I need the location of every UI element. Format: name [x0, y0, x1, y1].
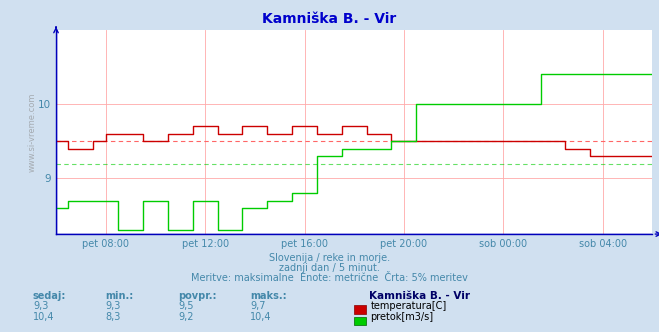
- Text: sedaj:: sedaj:: [33, 291, 67, 301]
- Text: Slovenija / reke in morje.: Slovenija / reke in morje.: [269, 253, 390, 263]
- Text: pretok[m3/s]: pretok[m3/s]: [370, 312, 434, 322]
- Text: min.:: min.:: [105, 291, 134, 301]
- Text: 8,3: 8,3: [105, 312, 121, 322]
- Text: 9,2: 9,2: [178, 312, 194, 322]
- Text: povpr.:: povpr.:: [178, 291, 216, 301]
- Text: Kamniška B. - Vir: Kamniška B. - Vir: [262, 12, 397, 26]
- Text: zadnji dan / 5 minut.: zadnji dan / 5 minut.: [279, 263, 380, 273]
- Text: 9,7: 9,7: [250, 301, 266, 311]
- Text: temperatura[C]: temperatura[C]: [370, 301, 447, 311]
- Text: Kamniška B. - Vir: Kamniška B. - Vir: [369, 291, 470, 301]
- Text: 10,4: 10,4: [33, 312, 55, 322]
- Text: 10,4: 10,4: [250, 312, 272, 322]
- Text: 9,3: 9,3: [33, 301, 48, 311]
- Text: maks.:: maks.:: [250, 291, 287, 301]
- Y-axis label: www.si-vreme.com: www.si-vreme.com: [28, 92, 37, 172]
- Text: Meritve: maksimalne  Enote: metrične  Črta: 5% meritev: Meritve: maksimalne Enote: metrične Črta…: [191, 273, 468, 283]
- Text: 9,3: 9,3: [105, 301, 121, 311]
- Text: 9,5: 9,5: [178, 301, 194, 311]
